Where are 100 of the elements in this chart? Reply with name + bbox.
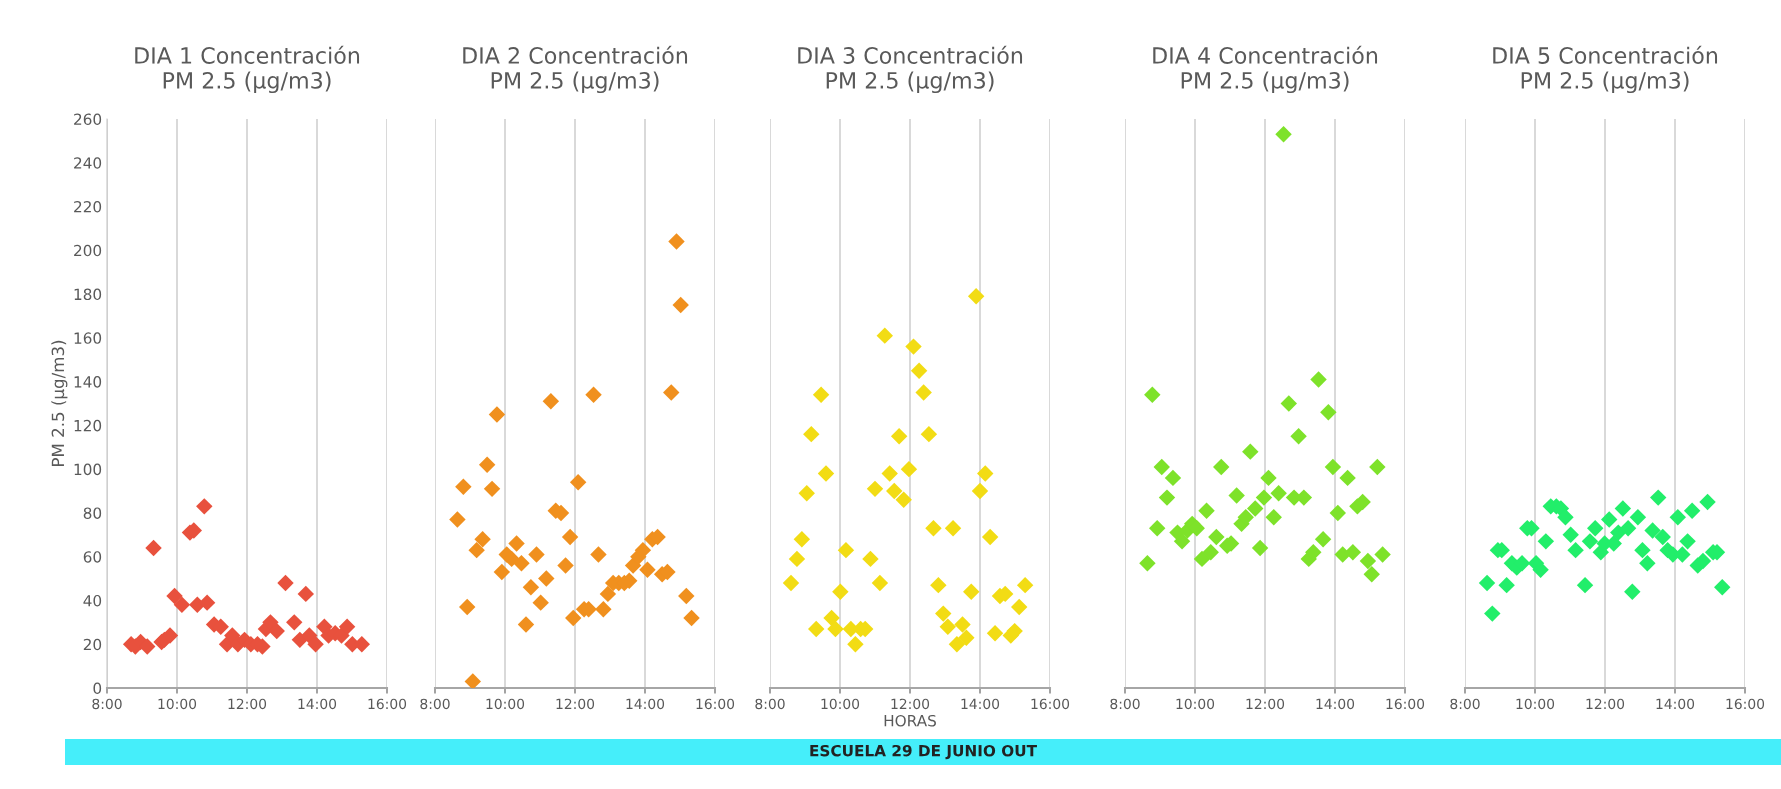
point: [1139, 555, 1156, 572]
point: [807, 620, 825, 638]
point: [166, 587, 183, 605]
point: [493, 563, 511, 581]
point: [1010, 598, 1028, 616]
point: [827, 620, 844, 638]
point: [455, 478, 472, 495]
point: [517, 616, 535, 633]
point: [542, 393, 560, 410]
point: [915, 384, 932, 401]
point: [866, 480, 884, 498]
point: [1153, 458, 1170, 476]
y-tick-label: 140: [74, 376, 102, 388]
point: [1600, 511, 1618, 528]
point: [963, 583, 980, 600]
point: [464, 673, 482, 688]
point: [812, 386, 830, 403]
point: [561, 528, 579, 546]
y-tick-label: 180: [74, 288, 102, 301]
point: [1669, 509, 1687, 526]
x-tick-label: 16:00: [1386, 698, 1425, 710]
point: [1255, 489, 1273, 506]
point: [920, 425, 938, 443]
point: [458, 598, 476, 616]
point: [1148, 520, 1166, 537]
point: [173, 596, 191, 614]
point: [986, 625, 1004, 642]
point: [1624, 583, 1641, 600]
y-tick-label: 40: [83, 594, 102, 607]
point: [277, 574, 294, 592]
point: [301, 627, 318, 644]
point: [1016, 576, 1034, 594]
chart-title: DIA 4 Concentración PM 2.5 (µg/m3): [1153, 45, 1378, 94]
x-tick-label: 14:00: [626, 698, 665, 710]
point: [590, 546, 607, 563]
x-tick-label: 16:00: [368, 698, 407, 710]
x-tick-label: 10:00: [821, 698, 860, 710]
y-tick-label: 160: [74, 332, 102, 344]
point: [895, 491, 912, 509]
point: [948, 636, 966, 653]
point: [538, 570, 555, 587]
x-tick-label: 8:00: [1110, 698, 1140, 710]
point: [935, 605, 952, 622]
point: [1369, 458, 1386, 476]
point: [678, 587, 695, 605]
point: [1260, 469, 1277, 487]
x-tick-label: 16:00: [696, 698, 735, 710]
point: [1644, 522, 1661, 539]
point: [1581, 533, 1599, 550]
y-axis-title: PM 2.5 (µg/m3): [51, 340, 68, 466]
point: [145, 539, 162, 557]
point: [832, 583, 849, 600]
x-tick-label: 14:00: [1656, 698, 1695, 710]
point: [817, 465, 835, 482]
x-tick-label: 8:00: [92, 698, 122, 710]
x-tick-label: 12:00: [1586, 698, 1625, 710]
point: [557, 557, 574, 574]
x-tick-label: 14:00: [1316, 698, 1355, 710]
y-tick-label: 220: [74, 201, 102, 213]
point: [474, 530, 491, 548]
point: [1629, 509, 1647, 526]
point: [862, 550, 879, 568]
chart-title: DIA 1 Concentración PM 2.5 (µg/m3): [135, 45, 360, 94]
point: [1567, 541, 1584, 559]
point: [483, 480, 501, 498]
x-tick-label: 16:00: [1031, 698, 1070, 710]
point: [1354, 493, 1371, 511]
point: [1198, 502, 1215, 519]
point: [981, 528, 999, 546]
point: [1275, 126, 1292, 143]
point: [522, 579, 540, 596]
point: [967, 288, 985, 305]
text: ESCUELA 29 DE JUNIO OUT: [810, 744, 1037, 760]
point: [1649, 489, 1667, 506]
x-tick-label: 16:00: [1726, 698, 1765, 710]
point: [1639, 555, 1656, 572]
point: [297, 585, 315, 603]
point: [1344, 544, 1362, 561]
point: [1374, 546, 1391, 563]
point: [905, 338, 922, 355]
point: [1251, 539, 1269, 557]
point: [1562, 526, 1579, 544]
point: [1478, 574, 1496, 592]
x-tick-label: 12:00: [228, 698, 267, 710]
x-tick-label: 14:00: [961, 698, 1000, 710]
x-tick-label: 12:00: [1246, 698, 1285, 710]
point: [1314, 530, 1332, 548]
x-axis-title: HORAS: [884, 714, 936, 727]
point: [595, 601, 612, 618]
point: [565, 609, 582, 627]
point: [1329, 504, 1347, 522]
point: [1537, 533, 1555, 550]
point: [1310, 371, 1327, 388]
point: [954, 616, 971, 633]
point: [958, 629, 975, 646]
point: [900, 460, 918, 478]
point: [871, 574, 889, 592]
point: [1242, 443, 1259, 460]
point: [788, 550, 806, 568]
point: [1246, 500, 1264, 517]
